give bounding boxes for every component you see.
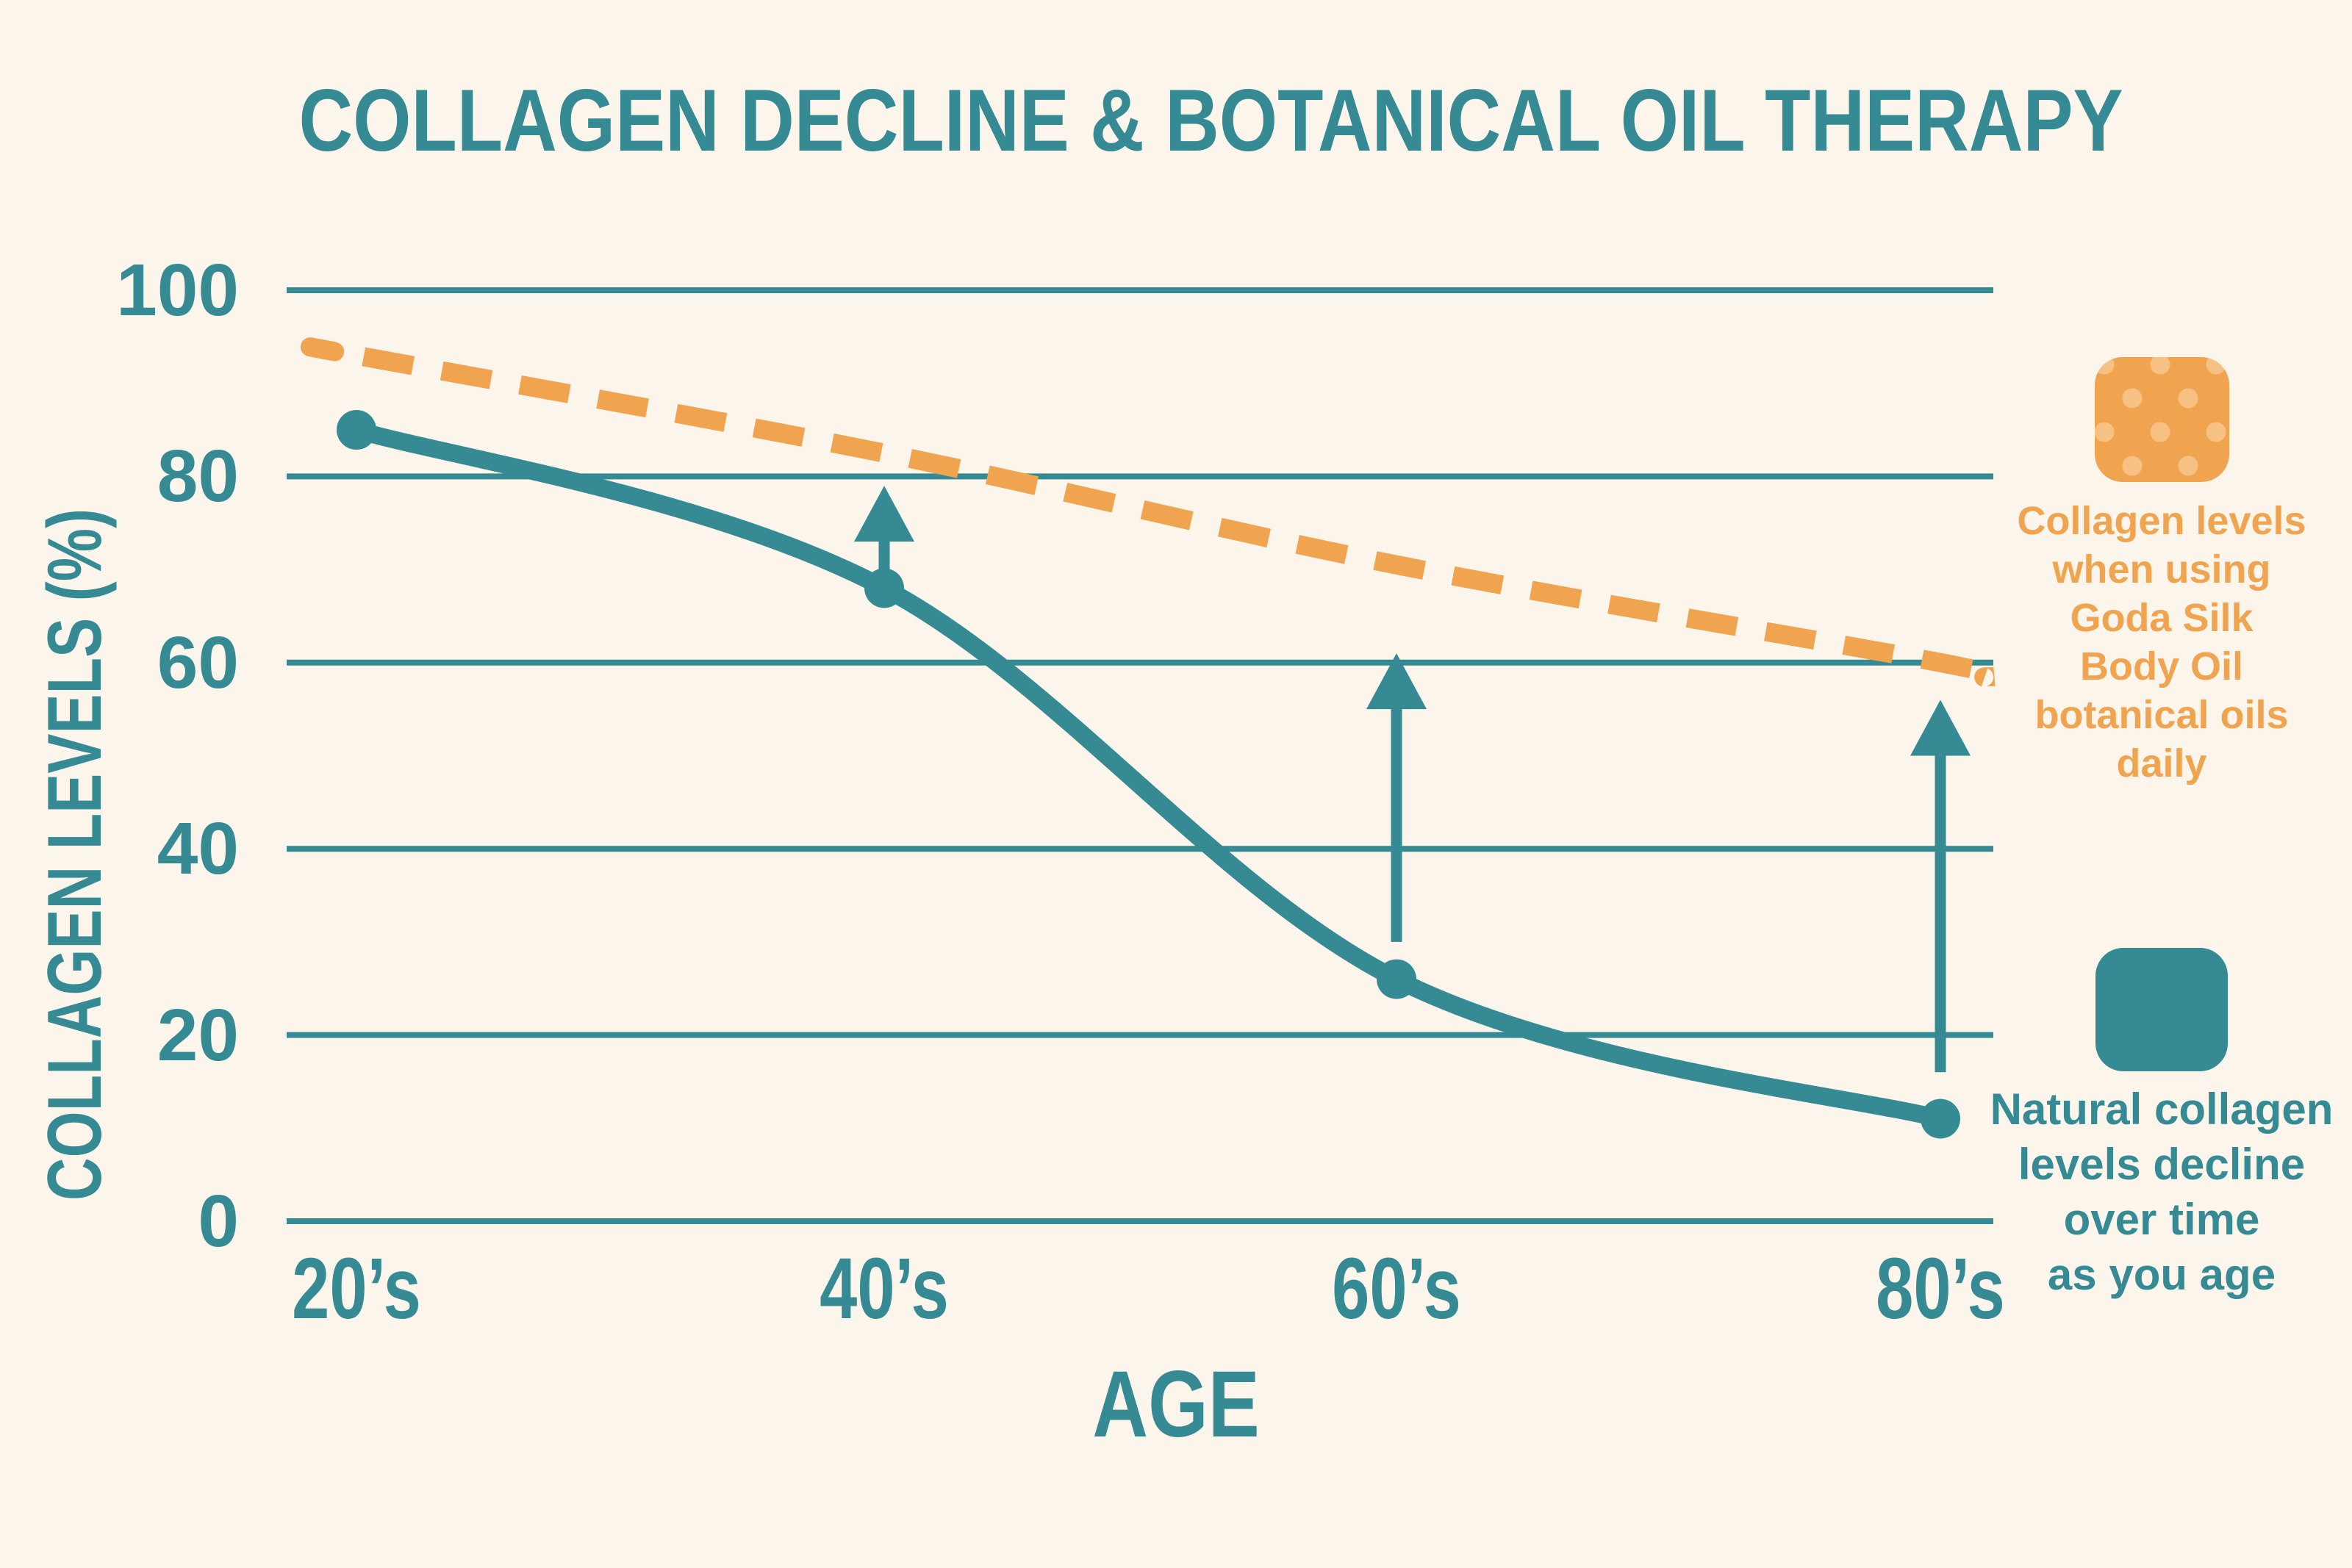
x-tick-label: 60’s [1332,1240,1461,1337]
y-tick-label: 100 [116,249,239,331]
x-tick-label: 40’s [820,1240,949,1337]
x-axis-label: AGE [1092,1352,1260,1457]
increase-arrow-head-icon [1910,700,1971,756]
legend-label-natural-decline: Natural collagen levels decline over tim… [1990,1085,2334,1299]
botanical-oil-dashed-line [301,337,2007,687]
increase-arrow-head-icon [854,486,914,542]
data-point [1377,959,1416,999]
y-tick-label: 40 [157,808,239,890]
legend-label-botanical-oil: Collagen levels when using Goda Silk Bod… [2017,499,2306,785]
data-point [337,410,376,450]
x-tick-label: 80’s [1876,1240,2005,1337]
y-tick-label: 80 [157,435,239,517]
y-tick-label: 0 [198,1180,239,1262]
x-tick-label: 20’s [292,1240,421,1337]
y-tick-label: 20 [157,994,239,1076]
legend-swatch-natural-decline-icon [2095,948,2228,1071]
legend-swatch-botanical-oil-icon [2095,357,2229,482]
data-point [1921,1098,1960,1139]
y-tick-label: 60 [157,622,239,704]
chart-title: COLLAGEN DECLINE & BOTANICAL OIL THERAPY [298,71,2123,170]
increase-arrow-head-icon [1366,653,1427,710]
natural-decline-line [348,421,1949,1128]
